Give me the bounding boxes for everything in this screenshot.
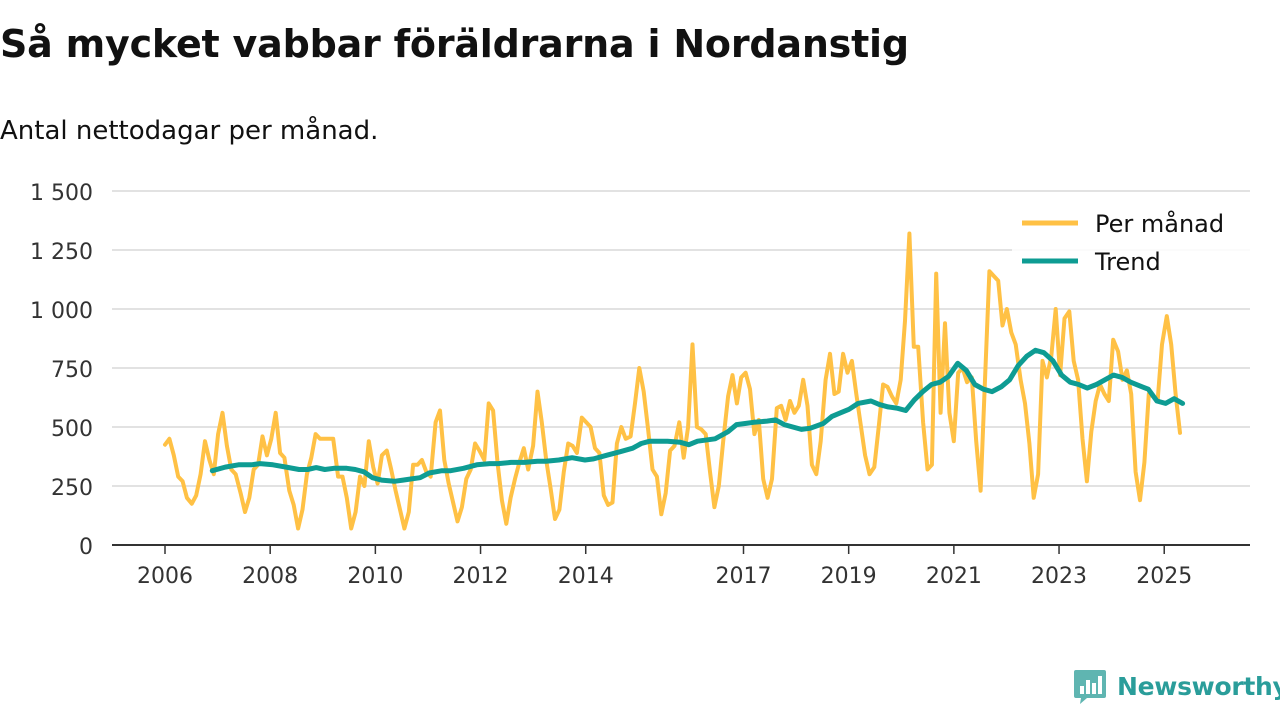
- y-tick-label: 1 000: [30, 299, 93, 324]
- series-line-per-manad: [163, 231, 1182, 531]
- y-tick-label: 0: [79, 535, 93, 560]
- x-tick-label: 2010: [347, 564, 403, 589]
- y-axis-tick-labels: 0 250 500 750 1 000 1 250 1 500: [30, 181, 93, 560]
- y-tick-label: 1 500: [30, 181, 93, 206]
- chart-title: Så mycket vabbar föräldrarna i Nordansti…: [0, 22, 909, 66]
- newsworthy-logo-icon: [1074, 670, 1106, 704]
- chart-subtitle: Antal nettodagar per månad.: [0, 116, 379, 146]
- legend-background: [1012, 206, 1252, 286]
- x-tick-label: 2008: [242, 564, 298, 589]
- x-tick-label: 2017: [715, 564, 771, 589]
- series-line-trend: [209, 347, 1186, 484]
- y-tick-label: 750: [51, 358, 93, 383]
- x-tick-label: 2023: [1031, 564, 1087, 589]
- y-tick-label: 1 250: [30, 240, 93, 265]
- legend-label-per-manad: Per månad: [1095, 209, 1224, 238]
- legend[interactable]: Per månad Trend: [1012, 206, 1252, 286]
- brand-name: Newsworthy: [1117, 671, 1280, 701]
- x-tick-label: 2012: [453, 564, 509, 589]
- series-lines: [163, 231, 1186, 531]
- y-tick-label: 250: [51, 476, 93, 501]
- x-tick-label: 2019: [821, 564, 877, 589]
- x-tick-label: 2021: [926, 564, 982, 589]
- y-tick-label: 500: [51, 417, 93, 442]
- legend-label-trend: Trend: [1094, 248, 1161, 276]
- x-axis: 2006 2008 2010 2012 2014 2017 2019 2021 2023 2025: [112, 544, 1250, 589]
- x-tick-label: 2014: [558, 564, 614, 589]
- x-tick-label: 2006: [137, 564, 193, 589]
- brand-badge[interactable]: Newsworthy: [1073, 667, 1280, 705]
- x-tick-label: 2025: [1136, 564, 1192, 589]
